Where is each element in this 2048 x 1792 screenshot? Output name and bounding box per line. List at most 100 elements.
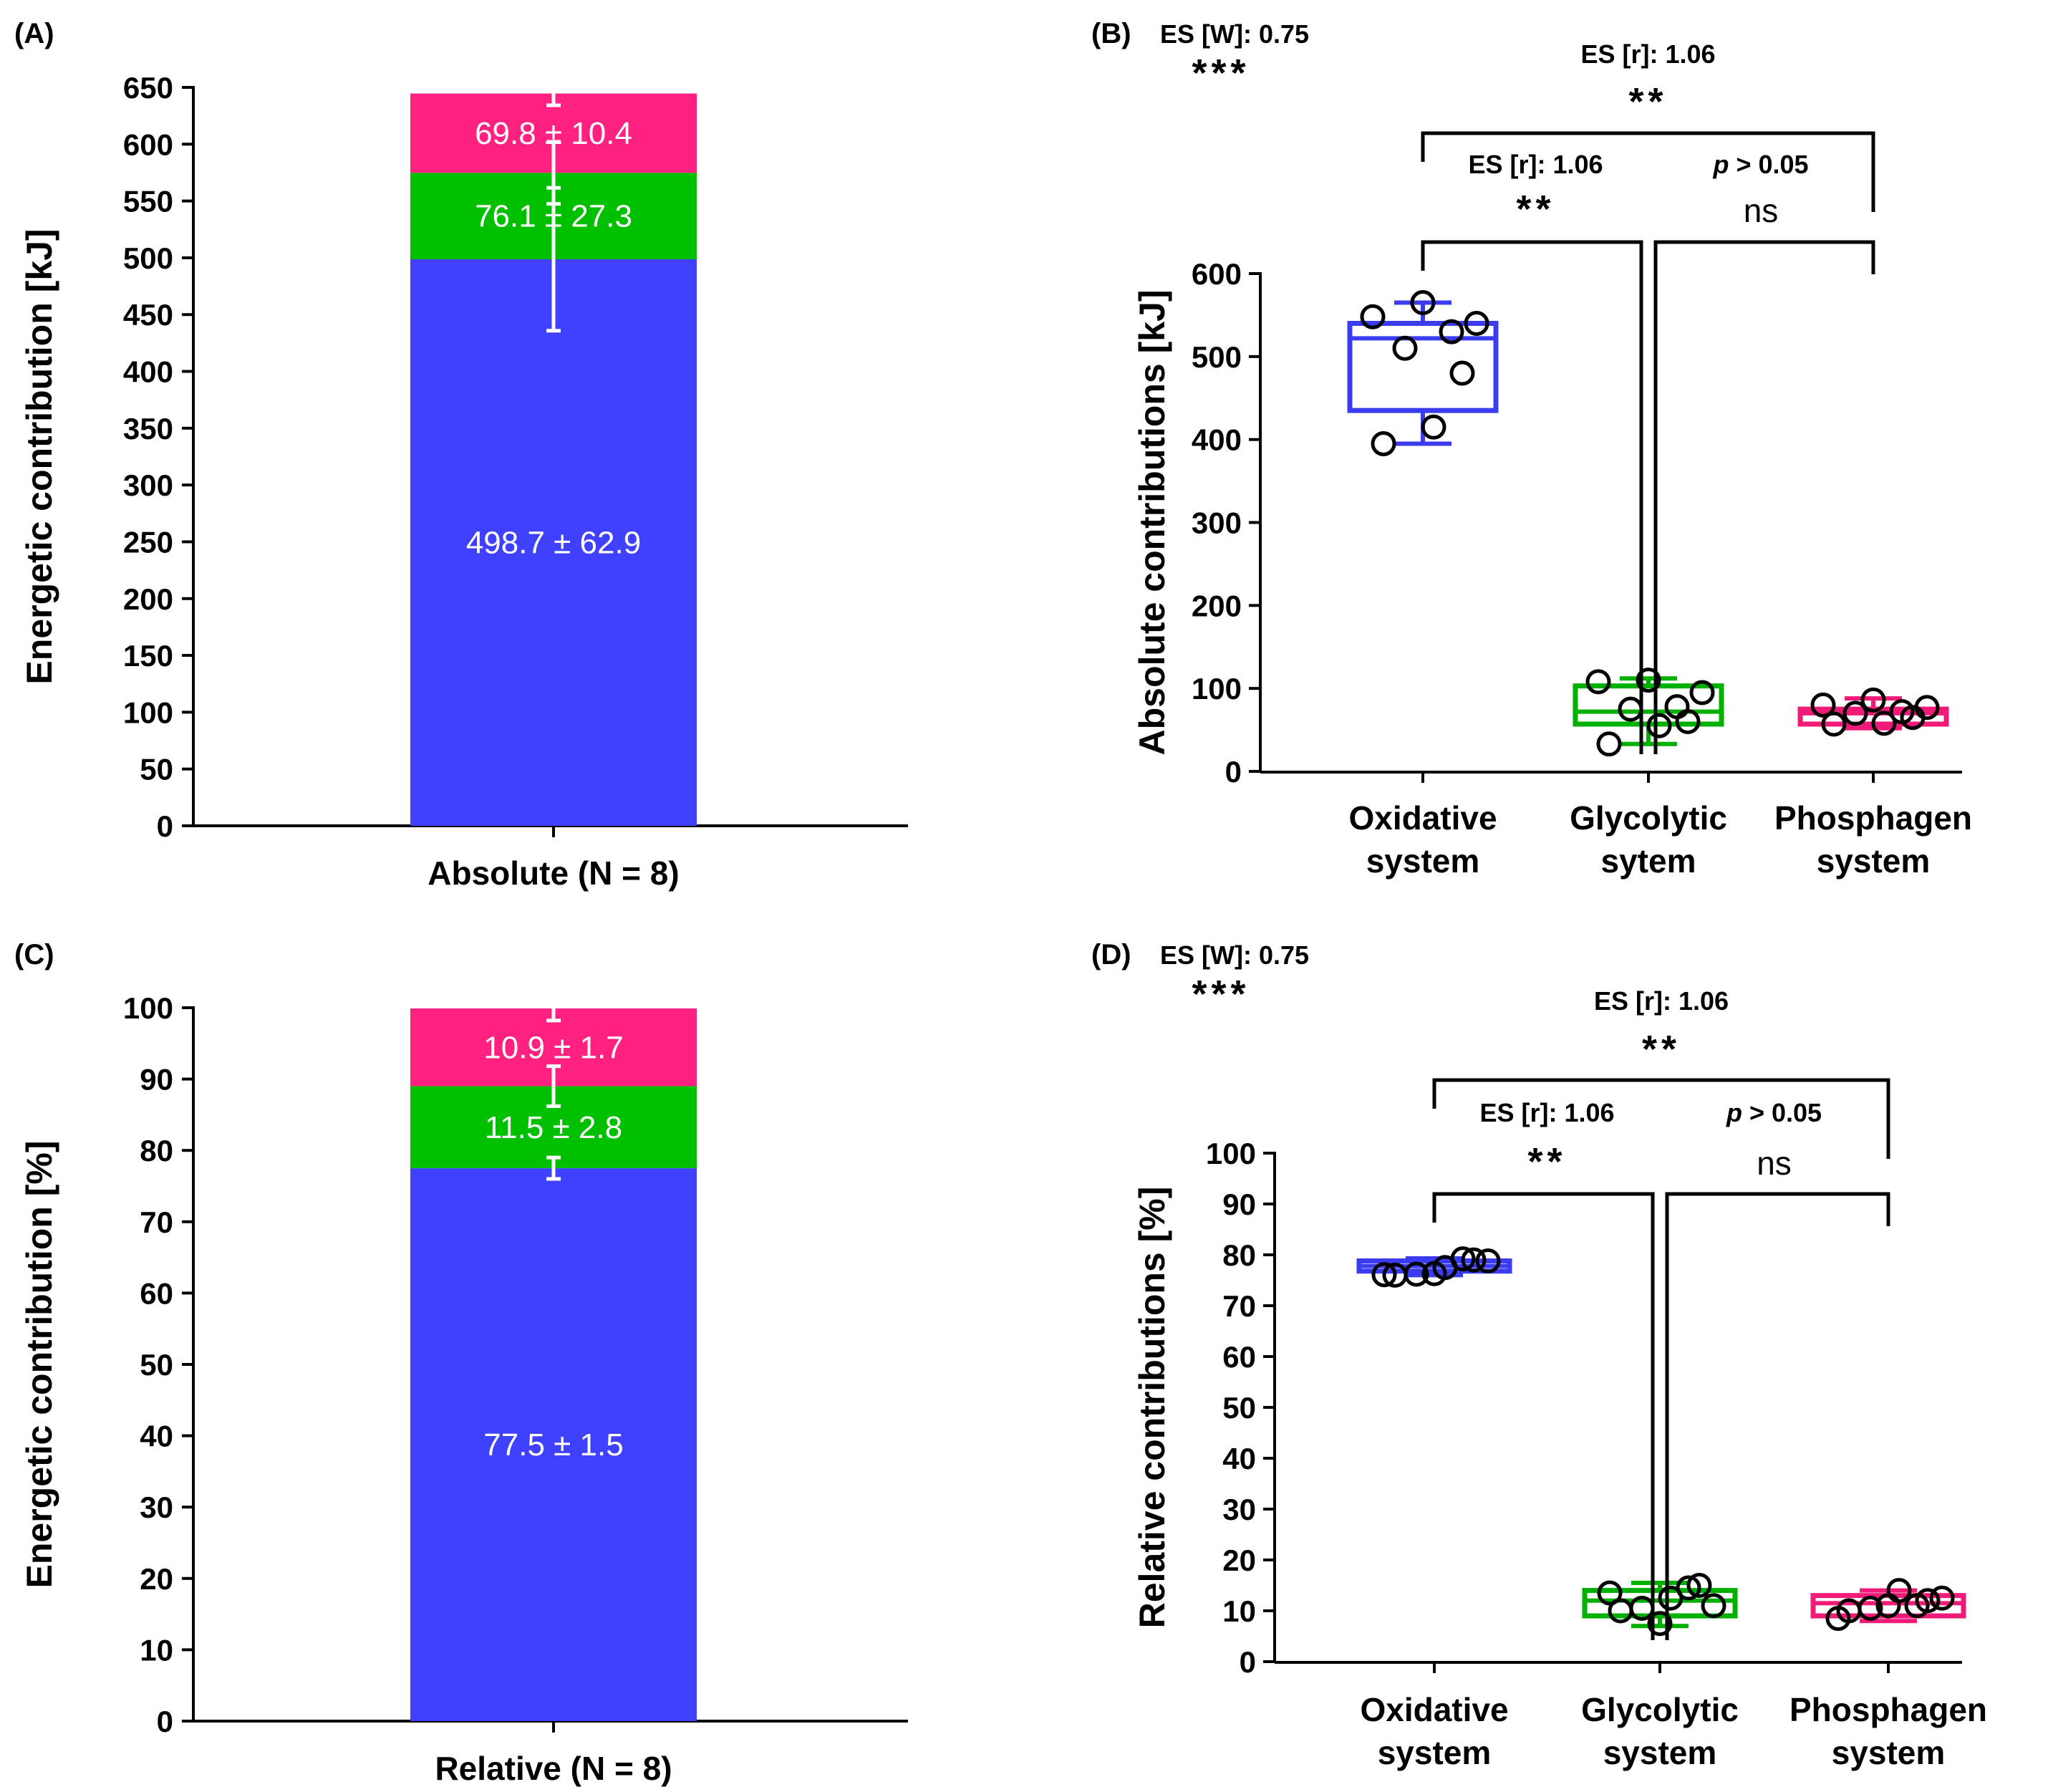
data-point bbox=[1597, 1580, 1623, 1606]
data-point bbox=[1585, 669, 1611, 695]
y-tick-label: 250 bbox=[123, 525, 173, 559]
y-tick-label: 60 bbox=[140, 1276, 173, 1310]
comparison-significance: ** bbox=[1516, 188, 1555, 231]
significance-bracket bbox=[1421, 240, 1643, 754]
y-tick-label: 200 bbox=[123, 582, 173, 616]
y-tick-label: 400 bbox=[1192, 423, 1242, 457]
y-axis-title: Energetic contribution [%] bbox=[19, 1141, 59, 1589]
bar-segment-label: 10.9 ± 1.7 bbox=[483, 1030, 623, 1065]
x-category-label: Oxidative bbox=[1360, 1691, 1508, 1728]
comparison-effect-size: ES [r]: 1.06 bbox=[1594, 986, 1729, 1016]
data-point bbox=[1875, 1593, 1901, 1619]
friedman-significance: *** bbox=[1192, 973, 1250, 1016]
y-tick-label: 450 bbox=[123, 298, 173, 332]
bar-segment-label: 77.5 ± 1.5 bbox=[483, 1427, 623, 1463]
friedman-significance: *** bbox=[1192, 52, 1250, 95]
panel-0-stacked-bar-chart: (A) 0 50 100 150 200 250 300 350 400 450 500 550 600 6… bbox=[14, 18, 908, 892]
bar-segment-oxidative bbox=[410, 1168, 697, 1721]
y-tick-label: 100 bbox=[1192, 672, 1242, 705]
y-tick-label: 100 bbox=[123, 991, 173, 1025]
y-axis-title: Relative contributions [%] bbox=[1132, 1187, 1172, 1629]
y-tick-label: 40 bbox=[140, 1420, 173, 1453]
data-point bbox=[1371, 430, 1396, 456]
data-point bbox=[1860, 687, 1886, 713]
box bbox=[1582, 1588, 1738, 1619]
x-category-label: system bbox=[1366, 842, 1480, 880]
p-threshold: > 0.05 bbox=[1742, 1098, 1822, 1127]
y-tick-label: 0 bbox=[1225, 755, 1242, 789]
y-tick-label: 200 bbox=[1192, 589, 1242, 622]
y-tick-label: 600 bbox=[123, 127, 173, 161]
data-point bbox=[1449, 360, 1475, 386]
data-point bbox=[1410, 290, 1436, 316]
data-point bbox=[1464, 311, 1489, 336]
data-point bbox=[1871, 710, 1897, 736]
significance-bracket bbox=[1653, 240, 1875, 754]
y-tick-label: 20 bbox=[1222, 1543, 1256, 1577]
data-point bbox=[1825, 1606, 1851, 1632]
x-category-label: Relative (N = 8) bbox=[435, 1750, 672, 1787]
y-tick-label: 10 bbox=[1222, 1594, 1256, 1628]
data-point bbox=[1689, 680, 1715, 705]
data-point bbox=[1636, 668, 1661, 693]
y-tick-label: 650 bbox=[123, 71, 173, 105]
x-category-label: Glycolytic bbox=[1581, 1691, 1739, 1728]
x-category-label: system bbox=[1817, 842, 1931, 880]
friedman-effect-size: ES [W]: 0.75 bbox=[1160, 19, 1309, 49]
significance-bracket bbox=[1432, 1192, 1655, 1640]
y-tick-label: 300 bbox=[1192, 506, 1242, 540]
comparison-p-value: p > 0.05 bbox=[1726, 1098, 1822, 1127]
data-point bbox=[1439, 319, 1464, 345]
data-point bbox=[1664, 694, 1690, 720]
y-tick-label: 40 bbox=[1222, 1442, 1256, 1475]
friedman-effect-size: ES [W]: 0.75 bbox=[1160, 940, 1309, 970]
comparison-significance: ** bbox=[1527, 1140, 1566, 1183]
y-tick-label: 80 bbox=[140, 1134, 173, 1167]
x-category-label: Absolute (N = 8) bbox=[428, 854, 679, 892]
box bbox=[1347, 321, 1499, 413]
data-point bbox=[1421, 414, 1446, 440]
data-point bbox=[1618, 696, 1643, 722]
y-tick-label: 60 bbox=[1222, 1340, 1256, 1374]
comparison-effect-size: ES [r]: 1.06 bbox=[1479, 1098, 1614, 1127]
data-point bbox=[1360, 304, 1386, 329]
data-point bbox=[1842, 700, 1868, 726]
y-tick-label: 50 bbox=[1222, 1391, 1256, 1425]
significance-bracket bbox=[1432, 1078, 1890, 1159]
y-tick-label: 0 bbox=[157, 1705, 173, 1738]
panel-label: (B) bbox=[1091, 18, 1131, 49]
data-point bbox=[1676, 1575, 1701, 1601]
bar-segment-oxidative bbox=[410, 259, 697, 826]
bar-segment-label: 11.5 ± 2.8 bbox=[485, 1110, 622, 1145]
x-category-label: Oxidative bbox=[1348, 799, 1497, 837]
y-axis-title: Energetic contribution [kJ] bbox=[19, 228, 59, 684]
y-axis-title: Absolute contributions [kJ] bbox=[1132, 290, 1172, 756]
data-point bbox=[1686, 1573, 1712, 1598]
p-symbol: p bbox=[1726, 1098, 1742, 1127]
y-tick-label: 70 bbox=[140, 1205, 173, 1239]
data-point bbox=[1858, 1595, 1883, 1621]
panel-label: (C) bbox=[14, 939, 54, 970]
x-category-label: Phosphagen bbox=[1774, 799, 1972, 837]
significance-bracket bbox=[1421, 131, 1875, 212]
x-category-label: sytem bbox=[1601, 842, 1696, 880]
panel-label: (D) bbox=[1091, 939, 1131, 970]
y-tick-label: 90 bbox=[140, 1063, 173, 1097]
x-category-label: system bbox=[1603, 1734, 1717, 1771]
y-tick-label: 10 bbox=[140, 1633, 173, 1667]
data-point bbox=[1596, 731, 1622, 757]
y-tick-label: 100 bbox=[1206, 1137, 1256, 1170]
comparison-p-value: p > 0.05 bbox=[1712, 150, 1808, 179]
y-tick-label: 150 bbox=[123, 639, 173, 673]
x-category-label: system bbox=[1378, 1734, 1492, 1771]
comparison-effect-size: ES [r]: 1.06 bbox=[1468, 150, 1603, 179]
data-point bbox=[1461, 1247, 1487, 1273]
y-tick-label: 500 bbox=[123, 241, 173, 275]
data-point bbox=[1889, 699, 1915, 725]
y-tick-label: 550 bbox=[123, 185, 173, 218]
panel-label: (A) bbox=[14, 18, 54, 49]
y-tick-label: 30 bbox=[140, 1490, 173, 1524]
data-point bbox=[1475, 1248, 1501, 1274]
y-tick-label: 300 bbox=[123, 468, 173, 502]
data-point bbox=[1904, 1593, 1930, 1619]
